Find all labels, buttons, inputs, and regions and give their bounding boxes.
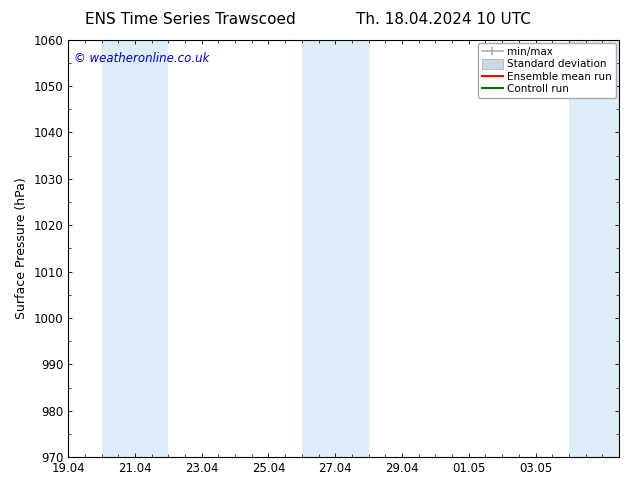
- Text: Th. 18.04.2024 10 UTC: Th. 18.04.2024 10 UTC: [356, 12, 531, 27]
- Text: © weatheronline.co.uk: © weatheronline.co.uk: [74, 52, 209, 65]
- Bar: [569, 40, 619, 457]
- Legend: min/max, Standard deviation, Ensemble mean run, Controll run: min/max, Standard deviation, Ensemble me…: [478, 43, 616, 98]
- Bar: [302, 40, 368, 457]
- Bar: [101, 40, 168, 457]
- Text: ENS Time Series Trawscoed: ENS Time Series Trawscoed: [85, 12, 295, 27]
- Y-axis label: Surface Pressure (hPa): Surface Pressure (hPa): [15, 177, 28, 319]
